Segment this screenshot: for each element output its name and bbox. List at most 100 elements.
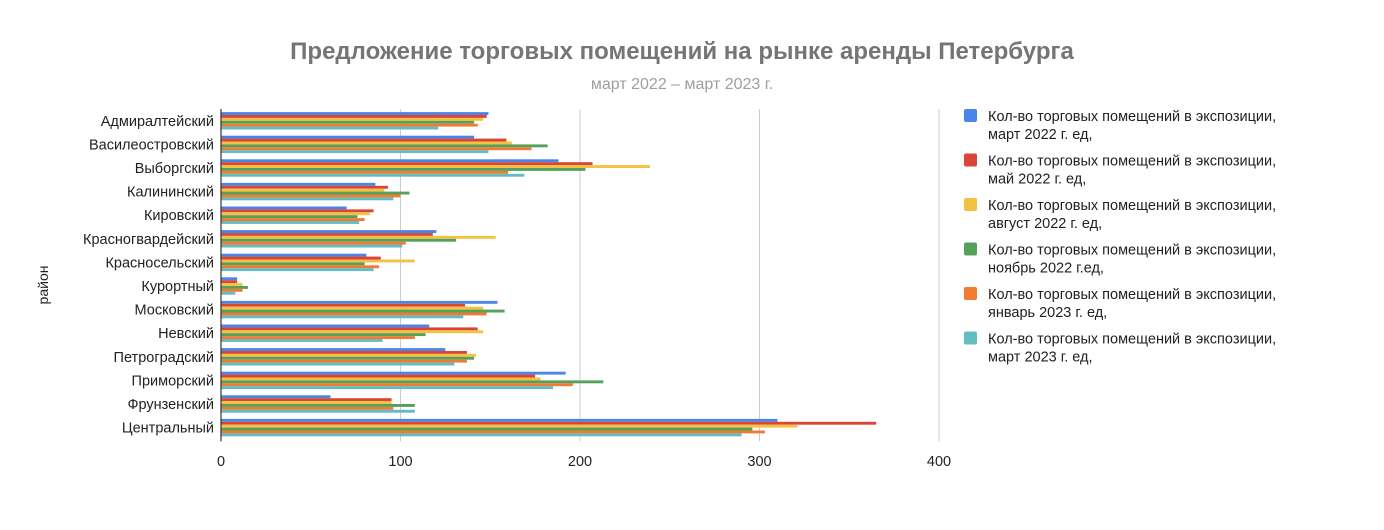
bars xyxy=(221,112,877,437)
category-label: Выборгский xyxy=(135,161,214,177)
bar xyxy=(221,170,509,174)
bar xyxy=(221,206,347,210)
bar xyxy=(221,351,467,354)
category-label: Центральный xyxy=(122,421,214,437)
bar xyxy=(221,230,437,233)
bar xyxy=(221,283,243,286)
bar xyxy=(221,359,467,363)
bar xyxy=(221,194,401,198)
bar xyxy=(221,233,433,236)
bar xyxy=(221,324,430,328)
bar xyxy=(221,221,360,224)
bar xyxy=(221,421,877,425)
category-label: Фрунзенский xyxy=(127,397,214,413)
bar xyxy=(221,371,566,375)
bar xyxy=(221,348,446,351)
bar xyxy=(221,427,753,431)
bar xyxy=(221,327,478,331)
gridlines xyxy=(400,109,940,442)
category-label: Кировский xyxy=(144,208,214,224)
bar xyxy=(221,144,548,148)
bar xyxy=(221,306,484,310)
bar xyxy=(221,303,466,307)
legend-label: Кол-во торговых помещений в экспозиции, м… xyxy=(988,109,1276,143)
bar xyxy=(221,120,475,124)
legend-item: Кол-во торговых помещений в экспозиции, я… xyxy=(964,287,1276,321)
category-label: Московский xyxy=(135,303,214,319)
bar xyxy=(221,353,476,357)
bar xyxy=(221,291,236,295)
bar xyxy=(221,147,532,151)
legend-item: Кол-во торговых помещений в экспозиции, н… xyxy=(964,242,1276,277)
bar xyxy=(221,277,238,281)
bar xyxy=(221,430,765,434)
legend-swatch xyxy=(964,331,977,345)
bar xyxy=(221,159,559,163)
bar xyxy=(221,262,365,266)
bar xyxy=(221,238,457,242)
x-tick-labels: 0 100 200 300 400 xyxy=(217,454,951,470)
bar xyxy=(221,117,484,121)
bar xyxy=(221,356,475,360)
bar xyxy=(221,401,392,404)
bar xyxy=(221,162,593,166)
bar xyxy=(221,256,381,260)
bar xyxy=(221,259,415,263)
bar xyxy=(221,309,505,313)
legend-swatch xyxy=(964,153,977,167)
bar xyxy=(221,268,374,272)
bar xyxy=(221,191,410,195)
bar xyxy=(221,409,415,413)
bar xyxy=(221,265,379,269)
bar xyxy=(221,386,554,390)
bar xyxy=(221,253,367,257)
x-tick-label: 0 xyxy=(217,454,225,470)
bar xyxy=(221,336,415,339)
bar xyxy=(221,115,487,118)
legend-swatch xyxy=(964,287,977,300)
legend-item: Кол-во торговых помещений в экспозиции, а… xyxy=(964,198,1276,232)
bar xyxy=(221,330,484,334)
bar xyxy=(221,197,394,201)
bar xyxy=(221,288,243,292)
bar xyxy=(221,135,475,139)
bar xyxy=(221,383,573,387)
legend: Кол-во торговых помещений в экспозиции, м… xyxy=(964,109,1276,366)
bar xyxy=(221,235,496,239)
bar xyxy=(221,218,365,221)
bar xyxy=(221,395,331,399)
legend-swatch xyxy=(964,198,977,211)
bar xyxy=(221,212,370,216)
bar xyxy=(221,315,464,319)
bar xyxy=(221,215,358,219)
x-tick-label: 100 xyxy=(388,454,412,470)
legend-label: Кол-во торговых помещений в экспозиции, м… xyxy=(988,332,1276,366)
bar xyxy=(221,418,778,422)
legend-item: Кол-во торговых помещений в экспозиции, м… xyxy=(964,331,1276,366)
bar xyxy=(221,398,392,402)
bar xyxy=(221,339,383,342)
legend-label: Кол-во торговых помещений в экспозиции, н… xyxy=(988,243,1276,277)
bar xyxy=(221,123,478,127)
y-axis-title: район xyxy=(35,266,51,305)
bar xyxy=(221,150,489,154)
bar xyxy=(221,141,512,145)
x-tick-label: 300 xyxy=(747,454,771,470)
bar xyxy=(221,138,507,142)
legend-item: Кол-во торговых помещений в экспозиции, м… xyxy=(964,153,1276,188)
bar xyxy=(221,188,385,192)
bar xyxy=(221,424,798,428)
category-label: Петроградский xyxy=(114,350,214,366)
legend-label: Кол-во торговых помещений в экспозиции, я… xyxy=(988,287,1276,321)
bar xyxy=(221,406,394,410)
bar xyxy=(221,185,388,189)
bar xyxy=(221,312,487,316)
category-label: Приморский xyxy=(132,373,214,389)
bar xyxy=(221,112,489,115)
bar xyxy=(221,280,238,284)
bar xyxy=(221,380,604,384)
category-label: Курортный xyxy=(141,279,214,295)
legend-label: Кол-во торговых помещений в экспозиции, а… xyxy=(988,198,1276,232)
category-labels: Адмиралтейский Василеостровский Выборгский… xyxy=(83,114,214,437)
legend-swatch xyxy=(964,242,977,256)
